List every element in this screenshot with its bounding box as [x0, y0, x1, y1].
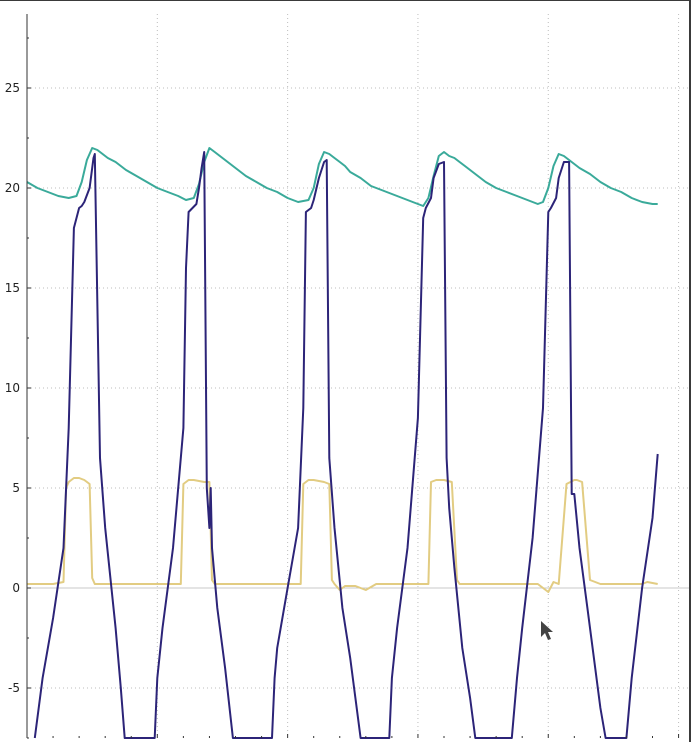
- y-tick-label: 15: [5, 281, 20, 295]
- grid: [27, 14, 689, 738]
- series-line-3: [33, 151, 659, 739]
- y-tick-label: 25: [5, 81, 20, 95]
- y-tick-label: 0: [12, 581, 20, 595]
- series-group: [26, 147, 659, 739]
- y-tick-label: 5: [12, 481, 20, 495]
- y-tick-labels: -5 0 5 10 15 20 25: [5, 81, 20, 695]
- series-line-2: [27, 477, 658, 593]
- mouse-cursor-icon: [541, 621, 553, 640]
- series-line-1: [26, 147, 658, 207]
- y-tick-label: 10: [5, 381, 20, 395]
- y-tick-label: -5: [8, 681, 20, 695]
- y-tick-label: 20: [5, 181, 20, 195]
- right-border: [689, 0, 691, 742]
- top-border: [0, 0, 691, 1]
- y-axis: [26, 14, 680, 739]
